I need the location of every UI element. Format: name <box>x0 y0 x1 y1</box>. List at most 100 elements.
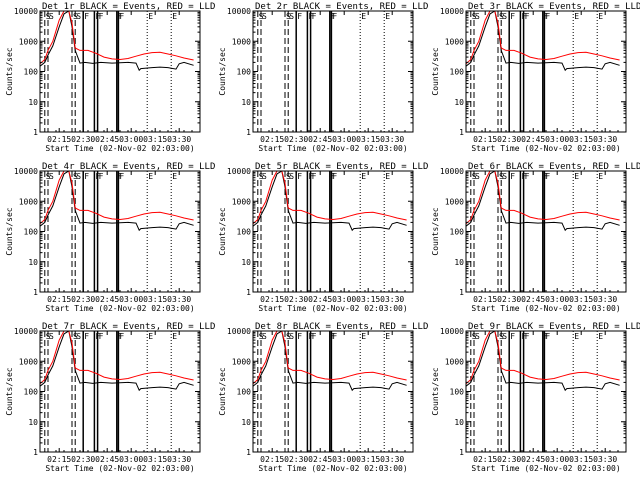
flag-label: E <box>148 12 153 21</box>
panel-title: Det 6r BLACK = Events, RED = LLD <box>468 162 640 172</box>
y-tick-label: 1 <box>459 288 464 297</box>
x-axis-label: Start Time (02-Nov-02 02:03:00) <box>471 144 620 153</box>
y-tick-label: 100 <box>237 68 252 77</box>
panel-title: Det 1r BLACK = Events, RED = LLD <box>42 2 215 12</box>
y-tick-label: 10000 <box>14 327 38 336</box>
lld-series-line <box>40 11 194 65</box>
x-tick-label: 02:45 <box>308 455 332 464</box>
chart-panel-9: Det 9r BLACK = Events, RED = LLDSSSSFFFF… <box>431 322 640 473</box>
y-tick-label: 10000 <box>14 7 38 16</box>
flag-label: S <box>76 172 81 181</box>
y-tick-label: 1000 <box>232 37 251 46</box>
y-tick-label: 100 <box>450 228 465 237</box>
y-tick-label: 1000 <box>445 197 464 206</box>
flag-label: F <box>545 12 550 21</box>
y-tick-label: 10 <box>454 258 464 267</box>
x-tick-label: 03:15 <box>356 455 380 464</box>
lld-series-line <box>253 171 407 225</box>
x-tick-label: 02:15 <box>47 295 71 304</box>
flag-label: S <box>289 332 294 341</box>
flag-label: S <box>262 172 267 181</box>
y-axis-label: Counts/sec <box>218 207 227 255</box>
flag-label: F <box>84 172 89 181</box>
x-tick-label: 03:15 <box>356 135 380 144</box>
x-tick-label: 02:30 <box>284 295 308 304</box>
y-tick-label: 10000 <box>14 167 38 176</box>
x-tick-label: 02:15 <box>47 135 71 144</box>
x-tick-label: 03:00 <box>332 135 356 144</box>
flag-label: E <box>598 332 603 341</box>
y-tick-label: 100 <box>237 388 252 397</box>
flag-label: F <box>84 12 89 21</box>
x-tick-label: 03:15 <box>143 455 167 464</box>
x-tick-label: 03:30 <box>593 295 617 304</box>
y-tick-label: 10000 <box>440 327 464 336</box>
flag-label: F <box>510 12 515 21</box>
x-tick-label: 02:45 <box>521 455 545 464</box>
chart-panel-4: Det 4r BLACK = Events, RED = LLDSSSSFFFF… <box>5 162 215 313</box>
flag-label: E <box>148 172 153 181</box>
events-series-line <box>466 171 620 232</box>
flag-label: F <box>545 332 550 341</box>
y-tick-label: 10000 <box>440 167 464 176</box>
flag-label: S <box>502 332 507 341</box>
flag-label: S <box>49 172 54 181</box>
x-tick-label: 02:45 <box>95 295 119 304</box>
flag-label: E <box>598 172 603 181</box>
x-axis-label: Start Time (02-Nov-02 02:03:00) <box>258 144 407 153</box>
lld-series-line <box>466 11 620 65</box>
flag-label: S <box>475 332 480 341</box>
x-tick-label: 02:30 <box>497 455 521 464</box>
flag-label: E <box>574 332 579 341</box>
x-tick-label: 02:45 <box>95 455 119 464</box>
y-tick-label: 1000 <box>445 37 464 46</box>
x-tick-label: 03:00 <box>545 135 569 144</box>
flag-label: E <box>385 172 390 181</box>
x-tick-label: 02:30 <box>71 455 95 464</box>
flag-label: F <box>99 332 104 341</box>
x-tick-label: 03:15 <box>569 295 593 304</box>
x-tick-label: 03:30 <box>167 295 191 304</box>
flag-label: F <box>297 172 302 181</box>
plot-frame <box>465 10 627 133</box>
flag-label: F <box>297 12 302 21</box>
chart-panel-1: Det 1r BLACK = Events, RED = LLDSSSSFFFF… <box>5 2 215 153</box>
x-tick-label: 03:30 <box>380 295 404 304</box>
flag-label: F <box>119 172 124 181</box>
lld-series-line <box>253 331 407 385</box>
x-tick-label: 02:15 <box>260 455 284 464</box>
x-tick-label: 02:30 <box>284 135 308 144</box>
flag-label: F <box>118 172 123 181</box>
panel-title: Det 3r BLACK = Events, RED = LLD <box>468 2 640 12</box>
y-tick-label: 10000 <box>440 7 464 16</box>
events-series-line <box>466 11 620 72</box>
x-axis-label: Start Time (02-Nov-02 02:03:00) <box>258 304 407 313</box>
flag-label: S <box>475 172 480 181</box>
y-tick-label: 1 <box>33 448 38 457</box>
x-tick-label: 03:15 <box>143 135 167 144</box>
y-tick-label: 1000 <box>19 357 38 366</box>
x-tick-label: 03:15 <box>356 295 380 304</box>
flag-label: S <box>49 332 54 341</box>
y-tick-label: 1 <box>246 288 251 297</box>
panel-title: Det 7r BLACK = Events, RED = LLD <box>42 322 215 332</box>
x-tick-label: 02:30 <box>71 295 95 304</box>
events-series-line <box>40 171 194 232</box>
y-tick-label: 1000 <box>19 37 38 46</box>
x-tick-label: 03:30 <box>167 455 191 464</box>
x-tick-label: 02:45 <box>521 295 545 304</box>
y-tick-label: 10 <box>241 98 251 107</box>
flag-label: F <box>119 12 124 21</box>
plot-frame <box>39 330 201 453</box>
y-tick-label: 100 <box>24 228 39 237</box>
flag-label: F <box>84 332 89 341</box>
panel-title: Det 2r BLACK = Events, RED = LLD <box>255 2 428 12</box>
events-series-line <box>466 331 620 392</box>
x-tick-label: 02:45 <box>308 135 332 144</box>
flag-label: F <box>510 172 515 181</box>
flag-label: F <box>331 12 336 21</box>
y-tick-label: 100 <box>450 68 465 77</box>
flag-label: F <box>118 332 123 341</box>
flag-label: E <box>172 12 177 21</box>
x-tick-label: 02:15 <box>47 455 71 464</box>
